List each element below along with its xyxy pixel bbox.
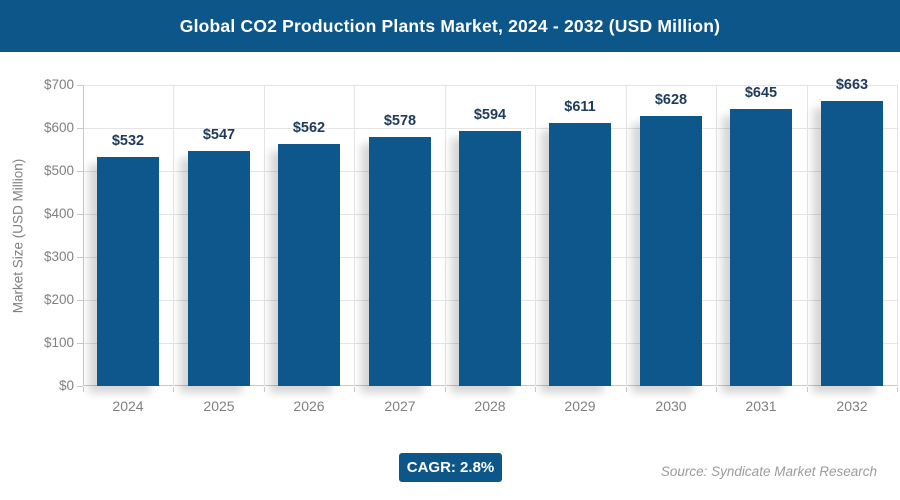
y-axis-tick bbox=[77, 386, 83, 387]
x-axis-tick bbox=[716, 387, 717, 392]
y-tick-label: $300 bbox=[43, 249, 74, 264]
y-tick-label: $700 bbox=[43, 77, 74, 92]
gridline-horizontal bbox=[84, 85, 897, 86]
x-tick-label: 2029 bbox=[564, 398, 596, 414]
bar bbox=[640, 116, 702, 386]
x-tick-label: 2024 bbox=[112, 398, 144, 414]
bar-value-label: $663 bbox=[835, 77, 869, 93]
y-axis-tick bbox=[77, 343, 83, 344]
x-axis-tick bbox=[445, 387, 446, 392]
bar bbox=[730, 109, 792, 386]
x-axis-tick bbox=[897, 387, 898, 392]
bar bbox=[459, 131, 521, 386]
bar bbox=[188, 151, 250, 386]
bar bbox=[821, 101, 883, 386]
bar-value-label: $594 bbox=[473, 107, 507, 123]
x-axis-tick bbox=[807, 387, 808, 392]
gridline-horizontal bbox=[84, 128, 897, 129]
x-tick-label: 2027 bbox=[384, 398, 416, 414]
y-tick-label: $100 bbox=[43, 335, 74, 350]
x-tick-label: 2026 bbox=[293, 398, 325, 414]
bar bbox=[97, 157, 159, 386]
bar-value-label: $532 bbox=[111, 133, 145, 149]
source-note: Source: Syndicate Market Research bbox=[660, 464, 877, 479]
bar-value-label: $645 bbox=[744, 85, 778, 101]
y-tick-label: $200 bbox=[43, 292, 74, 307]
gridline-vertical bbox=[354, 85, 355, 386]
x-axis-tick bbox=[264, 387, 265, 392]
x-tick-label: 2028 bbox=[474, 398, 506, 414]
y-axis-tick bbox=[77, 128, 83, 129]
x-tick-label: 2032 bbox=[836, 398, 868, 414]
gridline-vertical bbox=[173, 85, 174, 386]
y-tick-label: $600 bbox=[43, 120, 74, 135]
bar-value-label: $578 bbox=[383, 113, 417, 129]
chart-title: Global CO2 Production Plants Market, 202… bbox=[0, 0, 900, 52]
gridline-vertical bbox=[807, 85, 808, 386]
gridline-vertical bbox=[716, 85, 717, 386]
x-tick-label: 2025 bbox=[203, 398, 235, 414]
x-axis-tick bbox=[626, 387, 627, 392]
x-axis-tick bbox=[83, 387, 84, 392]
gridline-vertical bbox=[445, 85, 446, 386]
y-axis-title-text: Market Size (USD Million) bbox=[10, 158, 26, 314]
y-axis-tick bbox=[77, 300, 83, 301]
gridline-vertical bbox=[897, 85, 898, 386]
bar-value-label: $547 bbox=[202, 127, 236, 143]
y-tick-label: $400 bbox=[43, 206, 74, 221]
bar bbox=[369, 137, 431, 386]
y-axis-tick bbox=[77, 171, 83, 172]
bar bbox=[549, 123, 611, 386]
bar bbox=[278, 144, 340, 386]
gridline-vertical bbox=[535, 85, 536, 386]
cagr-badge: CAGR: 2.8% bbox=[399, 453, 502, 482]
x-axis-tick bbox=[173, 387, 174, 392]
bar-value-label: $611 bbox=[564, 99, 596, 115]
bar-value-label: $562 bbox=[292, 120, 326, 136]
x-tick-label: 2031 bbox=[745, 398, 777, 414]
x-axis-tick bbox=[535, 387, 536, 392]
gridline-vertical bbox=[264, 85, 265, 386]
y-axis-tick bbox=[77, 257, 83, 258]
bar-value-label: $628 bbox=[654, 92, 688, 108]
y-axis-tick bbox=[77, 85, 83, 86]
gridline-vertical bbox=[626, 85, 627, 386]
y-tick-label: $500 bbox=[43, 163, 74, 178]
x-tick-label: 2030 bbox=[655, 398, 687, 414]
y-tick-label: $0 bbox=[58, 378, 74, 393]
y-axis-tick bbox=[77, 214, 83, 215]
x-axis-tick bbox=[354, 387, 355, 392]
